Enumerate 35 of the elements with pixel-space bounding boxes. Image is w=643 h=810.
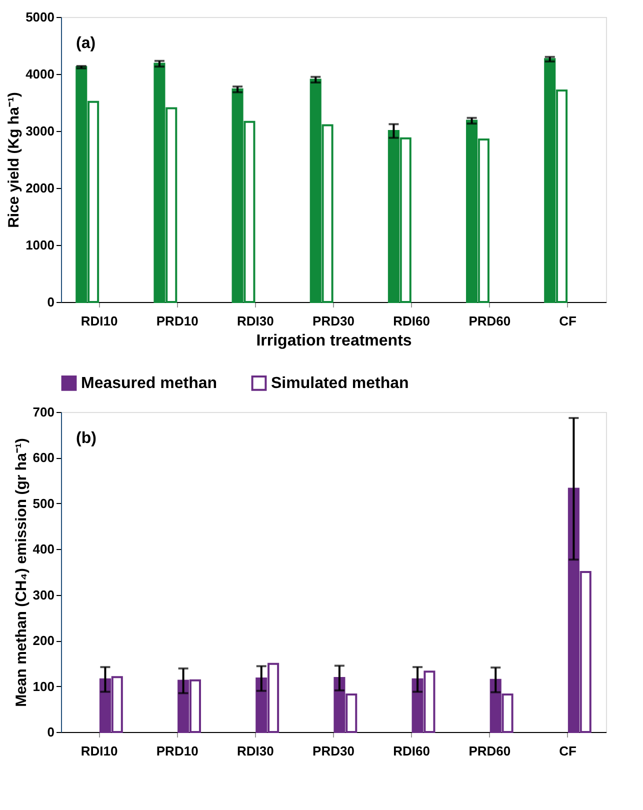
x-tick-label: RDI10 bbox=[80, 314, 118, 328]
y-tick-label: 500 bbox=[32, 496, 54, 511]
y-tick-label: 5000 bbox=[26, 10, 54, 24]
legend-label: Measured methan bbox=[81, 375, 218, 392]
y-tick-label: 100 bbox=[32, 678, 54, 694]
x-tick-label: RDI10 bbox=[80, 744, 118, 758]
y-tick-label: 0 bbox=[47, 294, 54, 310]
x-tick-label: CF bbox=[559, 744, 576, 758]
x-tick-label: RDI60 bbox=[393, 744, 430, 758]
x-axis-title: Irrigation treatments bbox=[256, 332, 412, 350]
y-tick-label: 300 bbox=[32, 587, 54, 602]
x-tick-label: PRD60 bbox=[468, 314, 511, 328]
y-tick-label: 0 bbox=[47, 724, 54, 740]
y-axis-title: Rice yield (Kg ha⁻¹) bbox=[6, 92, 23, 228]
x-tick-label: CF bbox=[559, 314, 576, 328]
x-tick-label: PRD60 bbox=[468, 744, 511, 758]
y-tick-label: 200 bbox=[32, 633, 54, 648]
legend-label: Simulated methan bbox=[271, 375, 409, 392]
x-tick-label: PRD30 bbox=[312, 744, 354, 758]
annotation: (a) bbox=[76, 35, 96, 52]
y-tick-label: 700 bbox=[32, 404, 54, 420]
x-tick-label: PRD30 bbox=[312, 314, 354, 328]
y-tick-label: 4000 bbox=[26, 66, 54, 82]
y-tick-label: 1000 bbox=[26, 238, 54, 252]
y-tick-label: 3000 bbox=[26, 124, 54, 138]
y-tick-label: 600 bbox=[32, 450, 54, 466]
x-tick-label: RDI30 bbox=[236, 744, 274, 758]
y-axis-title: Mean methan (CH₄) emission (gr ha⁻¹) bbox=[12, 438, 30, 707]
x-tick-label: RDI60 bbox=[393, 314, 430, 328]
annotation: (b) bbox=[76, 430, 96, 447]
y-tick-label: 2000 bbox=[26, 180, 54, 196]
x-tick-label: PRD10 bbox=[156, 314, 198, 328]
x-tick-label: PRD10 bbox=[156, 744, 198, 758]
y-tick-label: 400 bbox=[32, 542, 54, 557]
x-tick-label: RDI30 bbox=[236, 314, 274, 328]
